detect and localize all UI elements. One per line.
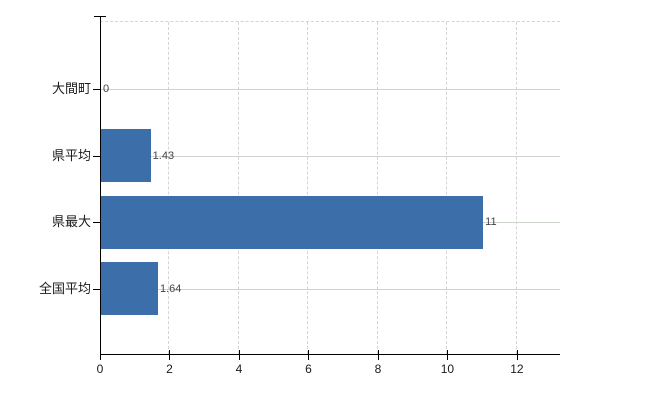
x-tick-label: 6	[305, 362, 312, 376]
chart-bar	[101, 195, 484, 249]
x-tick-label: 10	[440, 362, 455, 376]
x-tick-label: 4	[235, 362, 243, 376]
value-label: 11	[485, 216, 497, 228]
vertical-gridline	[515, 22, 518, 354]
category-label: 県平均	[51, 147, 91, 163]
category-label: 大間町	[51, 81, 91, 96]
x-axis-tick	[377, 350, 379, 360]
horizontal-gridline	[100, 288, 560, 290]
value-label: 1.43	[152, 149, 175, 162]
y-axis-line	[100, 16, 101, 360]
y-axis-tick	[93, 89, 100, 90]
y-axis-tick	[93, 288, 100, 290]
x-axis-tick	[238, 350, 240, 360]
category-label: 全国平均	[38, 280, 91, 296]
x-axis-tick	[100, 350, 101, 360]
horizontal-gridline	[100, 155, 560, 157]
y-axis-tick	[93, 155, 100, 157]
x-tick-label: 12	[510, 362, 524, 376]
x-axis-tick	[308, 350, 310, 360]
x-axis-line	[100, 354, 560, 355]
chart-bar	[101, 262, 158, 315]
y-axis-tick	[93, 222, 100, 223]
x-axis-tick	[516, 350, 518, 360]
vertical-gridline	[237, 22, 240, 354]
y-axis-top-tick	[94, 16, 106, 17]
vertical-gridline	[446, 22, 448, 354]
value-label: 1.64	[159, 282, 182, 295]
chart-bar	[101, 129, 151, 182]
category-label: 県最大	[51, 214, 91, 229]
plot-area-top-border	[100, 21, 560, 22]
x-tick-label: 8	[374, 362, 382, 376]
x-tick-label: 0	[96, 362, 104, 376]
vertical-gridline	[376, 22, 379, 354]
x-axis-tick	[169, 350, 171, 360]
x-axis-tick	[447, 350, 449, 360]
vertical-gridline	[168, 22, 170, 354]
horizontal-gridline	[100, 89, 560, 90]
x-tick-label: 2	[166, 362, 173, 376]
vertical-gridline	[307, 22, 309, 354]
value-label: 0	[103, 83, 110, 95]
